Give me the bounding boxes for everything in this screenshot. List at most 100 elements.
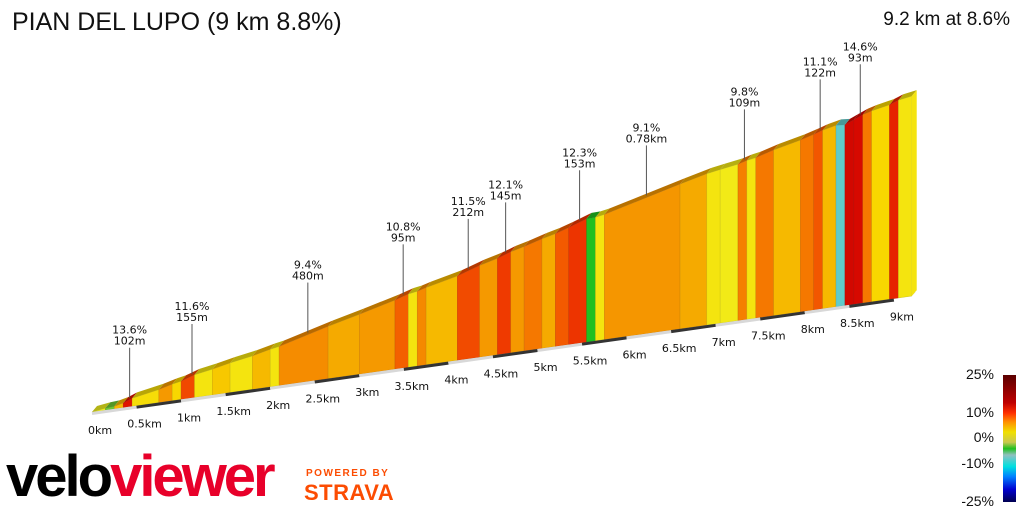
profile-segment-40: [822, 125, 837, 309]
profile-segment-26: [555, 227, 569, 347]
profile-top-47: [898, 90, 917, 101]
x-tick-label: 8km: [801, 323, 825, 336]
profile-top-23: [510, 240, 530, 252]
km-band: [581, 336, 627, 346]
legend-label-0: 0%: [973, 429, 994, 445]
strava-logo: STRAVA: [304, 480, 395, 505]
profile-top-28: [586, 211, 601, 219]
annotation-length: 102m: [114, 335, 146, 348]
annotation-gradient: 11.5%: [451, 195, 486, 208]
profile-top-13: [279, 320, 334, 347]
profile-top-37: [773, 134, 806, 151]
profile-segment-16: [394, 293, 409, 370]
annotation-gradient: 9.4%: [294, 259, 322, 272]
profile-segment-11: [252, 349, 271, 390]
annotation-length: 153m: [564, 157, 596, 170]
annotation-gradient: 11.6%: [175, 300, 210, 313]
annotation-length: 155m: [176, 311, 208, 324]
profile-top-40: [822, 119, 841, 131]
legend-label-minus-25: -25%: [961, 493, 994, 509]
profile-top-44: [862, 104, 877, 115]
km-band: [91, 405, 137, 415]
x-tick-label: 1km: [177, 411, 201, 424]
profile-top-6: [172, 375, 187, 385]
profile-top-0: [92, 402, 111, 412]
profile-top-15: [359, 294, 400, 315]
profile-top-30: [604, 178, 686, 215]
x-tick-label: 2.5km: [305, 393, 340, 406]
profile-top-7: [181, 368, 200, 382]
profile-top-5: [158, 378, 178, 390]
x-tick-label: 6km: [623, 348, 647, 361]
profile-top-11: [252, 343, 276, 356]
profile-top-46: [889, 94, 904, 105]
x-tick-label: 9km: [890, 311, 914, 324]
legend-label-10: 10%: [965, 404, 994, 420]
profile-top-42: [844, 113, 859, 125]
km-band: [760, 311, 806, 321]
x-tick-label: 0km: [88, 424, 112, 437]
profile-top-41: [835, 118, 850, 126]
x-tick-label: 7.5km: [751, 330, 786, 343]
km-band: [849, 298, 895, 308]
profile-top-16: [394, 288, 414, 301]
profile-top-25: [541, 227, 561, 239]
x-tick-label: 8.5km: [840, 317, 875, 330]
profile-top-2: [114, 397, 129, 407]
profile-segment-12: [270, 346, 280, 387]
profile-top-24: [524, 232, 547, 247]
km-band: [492, 349, 538, 359]
km-band: [537, 342, 583, 352]
profile-top-18: [417, 281, 432, 292]
profile-segment-43: [853, 114, 863, 305]
profile-top-1: [105, 400, 120, 409]
x-tick-label: 3km: [355, 386, 379, 399]
x-tick-label: 4.5km: [484, 367, 519, 380]
annotation-length: 480m: [292, 270, 324, 283]
x-tick-label: 5km: [533, 361, 557, 374]
profile-top-35: [746, 151, 761, 161]
annotation-length: 95m: [391, 231, 416, 244]
profile-segment-29: [595, 214, 605, 341]
profile-top-29: [595, 208, 610, 218]
profile-segment-27: [568, 218, 587, 345]
profile-segment-41: [835, 124, 846, 307]
profile-segment-35: [746, 157, 756, 320]
profile-top-32: [706, 163, 726, 174]
annotation-length: 93m: [848, 51, 873, 64]
km-band: [180, 393, 226, 403]
km-band: [225, 386, 271, 397]
annotation-gradient: 11.1%: [803, 55, 838, 68]
x-tick-label: 1.5km: [216, 405, 251, 418]
profile-segment-34: [737, 160, 748, 321]
veloviewer-logo: veloviewer: [6, 444, 276, 509]
profile-segment-45: [871, 104, 890, 302]
profile-top-39: [813, 124, 828, 135]
profile-top-4: [132, 383, 164, 399]
profile-segment-6: [172, 381, 182, 401]
profile-top-20: [457, 259, 485, 277]
profile-segment-32: [706, 169, 721, 326]
profile-top-14: [328, 308, 365, 327]
km-band: [670, 323, 716, 334]
legend-label-25: 25%: [965, 366, 994, 382]
profile-top-31: [680, 167, 712, 185]
profile-segment-22: [497, 251, 511, 355]
profile-segment-33: [720, 164, 739, 324]
km-band: [314, 374, 360, 384]
climb-title: PIAN DEL LUPO (9 km 8.8%): [12, 8, 342, 36]
powered-by-label: POWERED BY: [306, 468, 390, 479]
annotation-gradient: 14.6%: [843, 40, 878, 53]
km-band: [403, 361, 449, 371]
profile-top-38: [800, 128, 819, 141]
annotation-length: 0.78km: [626, 132, 668, 145]
profile-top-21: [479, 252, 503, 266]
km-band: [359, 367, 405, 378]
profile-top-10: [230, 349, 258, 363]
km-band: [269, 380, 315, 390]
km-band: [804, 304, 850, 315]
x-tick-label: 4km: [444, 374, 468, 387]
profile-segment-46: [889, 100, 899, 300]
annotation-gradient: 12.3%: [562, 146, 597, 159]
km-band: [448, 355, 494, 365]
